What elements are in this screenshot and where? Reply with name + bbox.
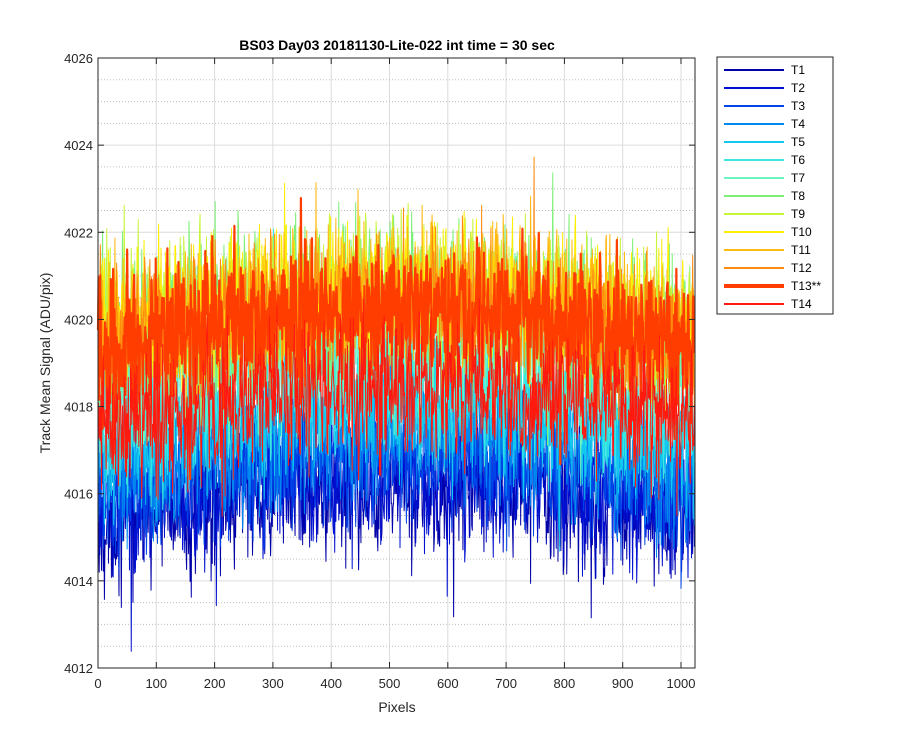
legend-label: T7 — [791, 171, 805, 185]
chart-title: BS03 Day03 20181130-Lite-022 int time = … — [239, 37, 555, 53]
y-tick-label: 4018 — [64, 400, 93, 415]
legend-label: T2 — [791, 81, 805, 95]
legend-label: T5 — [791, 135, 805, 149]
legend-label: T11 — [791, 243, 811, 257]
y-axis-label: Track Mean Signal (ADU/pix) — [37, 273, 53, 454]
plot-frame — [97, 57, 696, 669]
y-tick-label: 4014 — [64, 574, 93, 589]
legend-box — [716, 56, 834, 315]
y-axis-ticks: 4012 4014 4016 4018 4020 4022 4024 4026 — [64, 51, 695, 676]
y-tick-label: 4016 — [64, 487, 93, 502]
y-tick-label: 4024 — [64, 138, 93, 153]
legend-label: T6 — [791, 153, 805, 167]
x-tick-label: 600 — [437, 676, 459, 691]
x-axis-label: Pixels — [378, 699, 415, 715]
legend-label: T8 — [791, 189, 805, 203]
y-tick-label: 4026 — [64, 51, 93, 66]
x-tick-label: 300 — [262, 676, 284, 691]
legend-label: T12 — [791, 261, 812, 275]
y-tick-label: 4020 — [64, 312, 93, 327]
legend-label: T14 — [791, 297, 812, 311]
legend-label: T3 — [791, 99, 805, 113]
x-tick-label: 700 — [495, 676, 517, 691]
series-lines — [96, 156, 696, 652]
y-tick-label: 4022 — [64, 225, 93, 240]
y-tick-label: 4012 — [64, 661, 93, 676]
x-tick-label: 100 — [145, 676, 167, 691]
x-tick-label: 1000 — [667, 676, 696, 691]
x-tick-label: 900 — [612, 676, 634, 691]
series-line-t14 — [97, 297, 695, 518]
x-tick-label: 800 — [554, 676, 576, 691]
legend-label: T4 — [791, 117, 805, 131]
legend-label: T13** — [791, 279, 821, 293]
x-tick-label: 0 — [94, 676, 101, 691]
x-tick-label: 500 — [379, 676, 401, 691]
legend: T1 T2 T3 T4 T5 T6 T7 T8 T9 T10 T11 T12 T13** T14 — [716, 56, 834, 315]
x-tick-label: 400 — [320, 676, 342, 691]
x-axis-ticks: 0 100 200 300 400 500 600 700 800 900 1000 — [94, 58, 695, 691]
legend-label: T1 — [791, 63, 805, 77]
series-line-t13 — [96, 197, 696, 481]
legend-label: T10 — [791, 225, 812, 239]
legend-label: T9 — [791, 207, 805, 221]
x-tick-label: 200 — [204, 676, 226, 691]
